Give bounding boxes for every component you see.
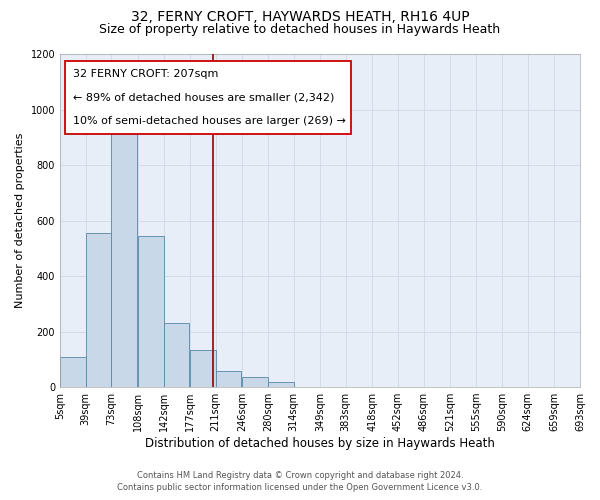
Bar: [60, 356, 86, 387]
Text: 32 FERNY CROFT: 207sqm: 32 FERNY CROFT: 207sqm: [73, 69, 218, 79]
Bar: [268, 382, 293, 387]
Text: 32, FERNY CROFT, HAYWARDS HEATH, RH16 4UP: 32, FERNY CROFT, HAYWARDS HEATH, RH16 4U…: [131, 10, 469, 24]
FancyBboxPatch shape: [65, 60, 351, 134]
Bar: [138, 236, 164, 387]
Bar: [86, 233, 112, 387]
Y-axis label: Number of detached properties: Number of detached properties: [15, 133, 25, 308]
Text: 10% of semi-detached houses are larger (269) →: 10% of semi-detached houses are larger (…: [73, 116, 346, 126]
Text: Contains HM Land Registry data © Crown copyright and database right 2024.
Contai: Contains HM Land Registry data © Crown c…: [118, 471, 482, 492]
Bar: [112, 132, 137, 387]
Bar: [164, 323, 189, 387]
X-axis label: Distribution of detached houses by size in Haywards Heath: Distribution of detached houses by size …: [145, 437, 495, 450]
Text: ← 89% of detached houses are smaller (2,342): ← 89% of detached houses are smaller (2,…: [73, 92, 334, 102]
Bar: [242, 378, 268, 387]
Bar: [216, 372, 241, 387]
Bar: [190, 350, 216, 387]
Text: Size of property relative to detached houses in Haywards Heath: Size of property relative to detached ho…: [100, 22, 500, 36]
